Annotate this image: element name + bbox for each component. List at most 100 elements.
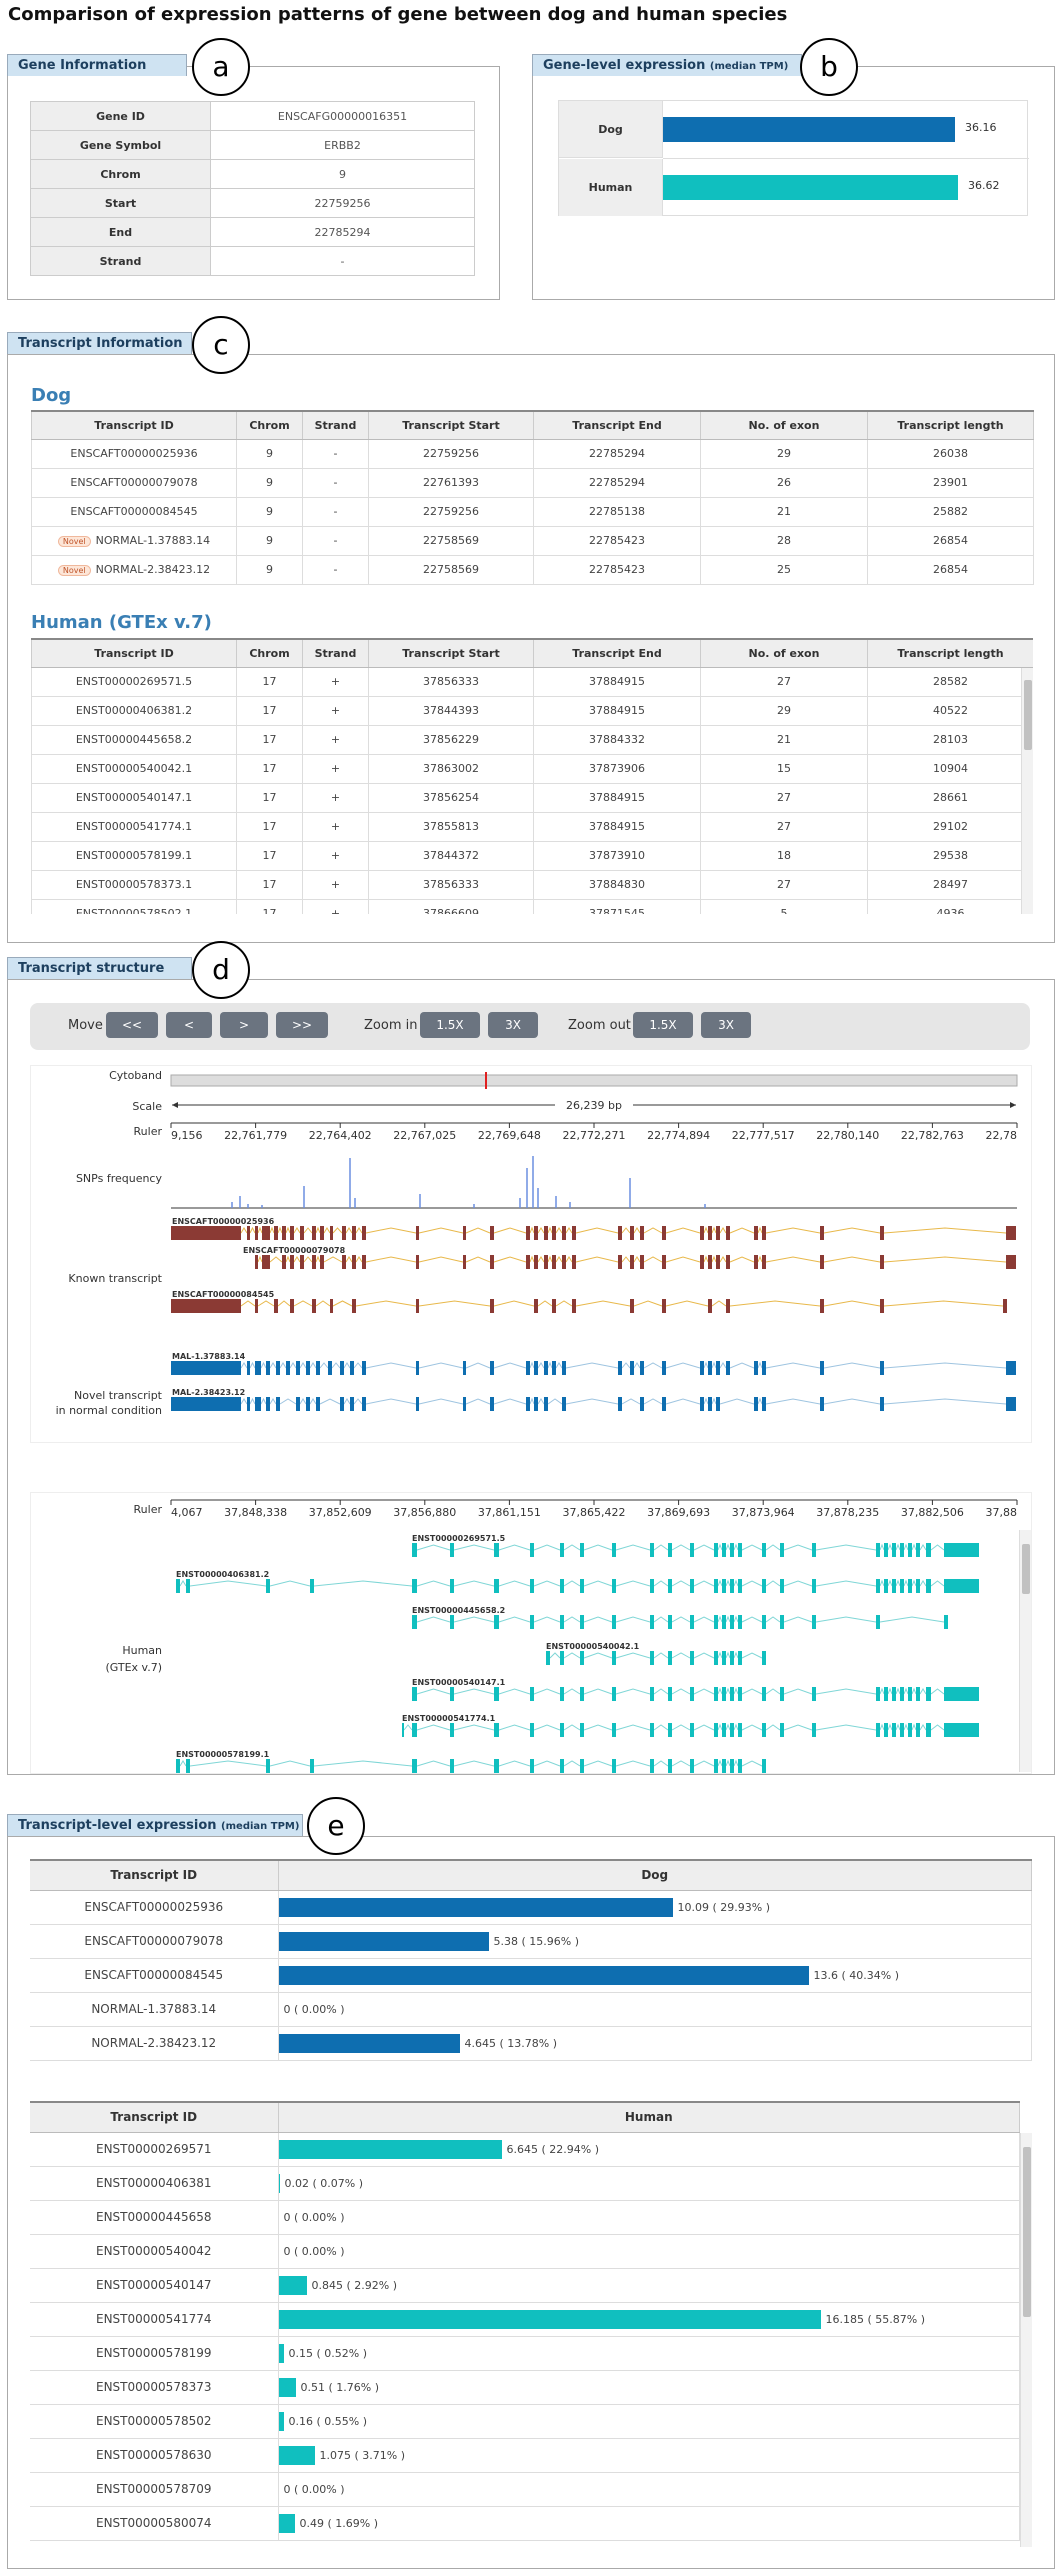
- move-far-left-button[interactable]: <<: [106, 1012, 158, 1038]
- expr-value: 0 ( 0.00% ): [283, 2244, 345, 2258]
- table-row[interactable]: NORMAL-2.38423.12 4.645 ( 13.78% ): [30, 2026, 1032, 2061]
- table-column-header[interactable]: Transcript End: [533, 410, 701, 440]
- transcript-info-tab[interactable]: Transcript Information: [7, 332, 192, 354]
- cell-text: +: [330, 733, 341, 746]
- table-row[interactable]: ENST00000445658 0 ( 0.00% ): [30, 2200, 1020, 2235]
- table-column-header[interactable]: Transcript ID: [31, 410, 237, 440]
- gene-expr-tab[interactable]: Gene-level expression (median TPM): [532, 54, 802, 76]
- human-structure-scroll-thumb[interactable]: [1022, 1544, 1030, 1594]
- table-column-header[interactable]: Transcript ID: [30, 2101, 279, 2133]
- label-e: e: [307, 1797, 365, 1855]
- table-row[interactable]: ENSCAFT00000084545 13.6 ( 40.34% ): [30, 1958, 1032, 1993]
- cell-text: 29102: [933, 820, 968, 833]
- table-column-header[interactable]: Chrom: [236, 410, 303, 440]
- cell-text: 17: [262, 907, 277, 914]
- table-column-header[interactable]: Strand: [302, 638, 369, 668]
- gene-info-row: End 22785294: [30, 217, 475, 247]
- human-table-scroll-thumb[interactable]: [1024, 680, 1032, 750]
- move-right-button[interactable]: >: [220, 1012, 268, 1038]
- table-cell: 27: [700, 811, 868, 842]
- table-row[interactable]: ENST00000445658.2 17 +37856229 37884332 21 28…: [31, 724, 1033, 755]
- table-row[interactable]: ENST00000541774.1 17 +37855813 37884915 27 29…: [31, 811, 1033, 842]
- dog-genome-browser: [30, 1065, 1032, 1443]
- zoom-out-1-5x-button[interactable]: 1.5X: [633, 1012, 693, 1038]
- table-column-header[interactable]: Strand: [302, 410, 369, 440]
- cell-text: 28661: [933, 791, 968, 804]
- table-row[interactable]: ENST00000578373.1 17 +37856333 37884830 27 28…: [31, 869, 1033, 900]
- table-column-header[interactable]: Human: [278, 2101, 1020, 2133]
- zoom-in-1-5x-button[interactable]: 1.5X: [420, 1012, 480, 1038]
- table-row[interactable]: Novel NORMAL-1.37883.14 9 - 22758569 22785423…: [31, 525, 1034, 556]
- gene-info-value: 22785294: [210, 217, 475, 247]
- table-row[interactable]: ENST00000541774 16.185 ( 55.87% ): [30, 2302, 1020, 2337]
- table-column-header[interactable]: No. of exon: [700, 410, 868, 440]
- table-column-header[interactable]: Transcript Start: [368, 638, 534, 668]
- table-column-header[interactable]: Transcript length: [867, 638, 1033, 668]
- transcript-id-cell: ENST00000445658: [30, 2200, 279, 2235]
- table-row[interactable]: ENST00000580074 0.49 ( 1.69% ): [30, 2506, 1020, 2541]
- table-cell: ENST00000578199.1: [31, 840, 237, 871]
- table-row[interactable]: ENSCAFT00000025936 9 - 22759256 22785294 29 26…: [31, 438, 1034, 469]
- table-column-header[interactable]: Chrom: [236, 638, 303, 668]
- table-row[interactable]: ENSCAFT00000025936 10.09 ( 29.93% ): [30, 1890, 1032, 1925]
- table-row[interactable]: ENST00000540042.1 17 +37863002 37873906 15 10…: [31, 753, 1033, 784]
- table-column-header[interactable]: Transcript Start: [368, 410, 534, 440]
- human-table-scrollbar[interactable]: [1021, 668, 1033, 914]
- zoom-in-3x-button[interactable]: 3X: [488, 1012, 538, 1038]
- table-row[interactable]: ENST00000540147.1 17 +37856254 37884915 27 28…: [31, 782, 1033, 813]
- structure-tab[interactable]: Transcript structure: [7, 957, 192, 979]
- expr-bar-cell: 0 ( 0.00% ): [278, 1992, 1032, 2027]
- transcript-id-cell: ENST00000578373: [30, 2370, 279, 2405]
- expr-bar: [278, 2309, 821, 2329]
- cell-text: 22759256: [423, 447, 479, 460]
- table-row[interactable]: Novel NORMAL-2.38423.12 9 - 22758569 22785423…: [31, 554, 1034, 585]
- table-cell: -: [302, 554, 369, 585]
- table-column-header[interactable]: Transcript ID: [30, 1859, 279, 1891]
- cell-text: 21: [777, 733, 791, 746]
- table-row[interactable]: NORMAL-1.37883.14 0 ( 0.00% ): [30, 1992, 1032, 2027]
- table-row[interactable]: ENST00000578709 0 ( 0.00% ): [30, 2472, 1020, 2507]
- table-row[interactable]: ENST00000578630 1.075 ( 3.71% ): [30, 2438, 1020, 2473]
- table-row[interactable]: ENST00000269571 6.645 ( 22.94% ): [30, 2132, 1020, 2167]
- transcript-expr-tab[interactable]: Transcript-level expression (median TPM): [7, 1814, 303, 1836]
- table-row[interactable]: ENST00000578502 0.16 ( 0.55% ): [30, 2404, 1020, 2439]
- table-cell: +: [302, 811, 369, 842]
- table-row[interactable]: ENST00000578502.1 17 +37866609 37871545 5 493…: [31, 898, 1033, 914]
- table-row[interactable]: ENST00000406381.2 17 +37844393 37884915 29 40…: [31, 695, 1033, 726]
- human-expr-scroll[interactable]: Transcript ID Human ENST00000269571 6.645 (…: [30, 2101, 1032, 2547]
- table-row[interactable]: ENST00000540147 0.845 ( 2.92% ): [30, 2268, 1020, 2303]
- table-cell: 28661: [867, 782, 1033, 813]
- move-far-right-button[interactable]: >>: [276, 1012, 328, 1038]
- table-row[interactable]: ENST00000269571.5 17 +37856333 37884915 27 28…: [31, 666, 1033, 697]
- cell-text: NORMAL-1.37883.14: [95, 534, 211, 547]
- table-row[interactable]: ENST00000406381 0.02 ( 0.07% ): [30, 2166, 1020, 2201]
- table-column-header[interactable]: No. of exon: [700, 638, 868, 668]
- cell-text: 37884915: [589, 704, 645, 717]
- table-column-header[interactable]: Dog: [278, 1859, 1032, 1891]
- table-row[interactable]: ENSCAFT00000084545 9 - 22759256 22785138 21 25…: [31, 496, 1034, 527]
- table-row[interactable]: ENST00000540042 0 ( 0.00% ): [30, 2234, 1020, 2269]
- human-expr-scroll-thumb[interactable]: [1023, 2147, 1031, 2317]
- table-row[interactable]: ENST00000578199.1 17 +37844372 37873910 18 29…: [31, 840, 1033, 871]
- table-column-header[interactable]: Transcript ID: [31, 638, 237, 668]
- transcript-id-cell: ENST00000578709: [30, 2472, 279, 2507]
- zoom-out-3x-button[interactable]: 3X: [701, 1012, 751, 1038]
- table-row[interactable]: ENSCAFT00000079078 9 - 22761393 22785294 26 23…: [31, 467, 1034, 498]
- move-left-button[interactable]: <: [166, 1012, 212, 1038]
- table-row[interactable]: ENSCAFT00000079078 5.38 ( 15.96% ): [30, 1924, 1032, 1959]
- human-expr-scrollbar[interactable]: [1020, 2133, 1032, 2547]
- human-table-scroll[interactable]: Transcript ID Chrom Strand Transcript Start…: [31, 638, 1033, 914]
- table-column-header[interactable]: Transcript End: [533, 638, 701, 668]
- gene-info-tab[interactable]: Gene Information: [7, 54, 187, 76]
- cell-text: 17: [262, 849, 277, 862]
- table-row[interactable]: ENST00000578373 0.51 ( 1.76% ): [30, 2370, 1020, 2405]
- table-row[interactable]: ENST00000578199 0.15 ( 0.52% ): [30, 2336, 1020, 2371]
- table-cell: 22785423: [533, 554, 701, 585]
- cell-text: 29: [777, 704, 791, 717]
- transcript-expr-tab-unit: (median TPM): [221, 1821, 300, 1832]
- table-cell: 26854: [867, 525, 1034, 556]
- table-column-header[interactable]: Transcript length: [867, 410, 1034, 440]
- cell-text: 17: [262, 791, 277, 804]
- gene-expr-value: 36.16: [965, 121, 997, 134]
- human-structure-scrollbar[interactable]: [1019, 1530, 1031, 1772]
